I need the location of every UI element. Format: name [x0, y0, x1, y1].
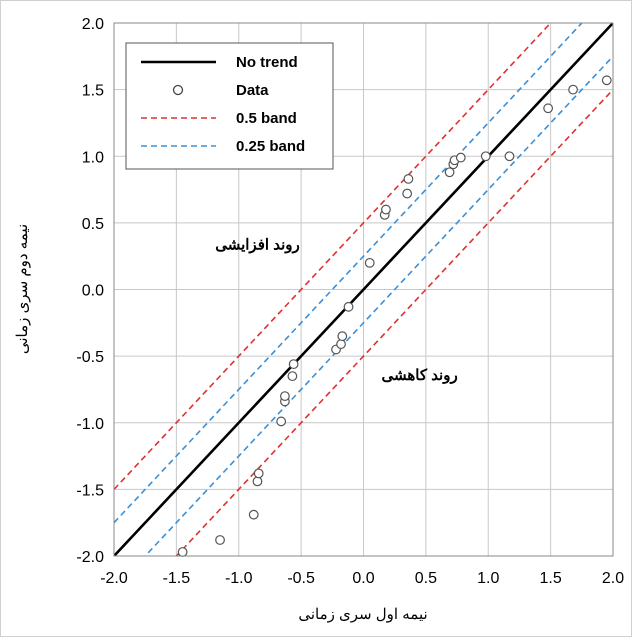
trend-annotation: روند افزایشی	[215, 237, 300, 254]
data-point	[288, 359, 299, 370]
data-point	[280, 391, 290, 402]
x-axis-title: نیمه اول سری زمانی	[298, 606, 427, 623]
x-tick-label: 0.5	[415, 570, 437, 587]
x-tick-label: 1.0	[477, 570, 499, 587]
legend-label: 0.5 band	[236, 110, 297, 127]
data-point	[248, 509, 259, 520]
data-points	[177, 75, 612, 557]
trend-annotation: روند کاهشی	[382, 367, 458, 384]
data-point	[215, 535, 225, 545]
data-point	[253, 468, 264, 479]
data-point	[252, 476, 263, 487]
y-tick-label: 0.5	[82, 216, 104, 233]
data-point	[444, 167, 455, 178]
data-point	[177, 547, 188, 557]
y-tick-label: 1.0	[82, 149, 104, 166]
data-point	[543, 103, 554, 114]
data-point	[402, 188, 413, 199]
y-axis-title: نیمه دوم سری زمانی	[14, 224, 31, 354]
y-tick-label: -0.5	[76, 349, 104, 366]
x-tick-label: 0.0	[352, 570, 374, 587]
band-0-25-line	[114, 23, 583, 524]
data-point	[276, 416, 287, 427]
data-point	[287, 371, 298, 382]
y-tick-label: 2.0	[82, 16, 104, 33]
data-point	[343, 301, 354, 312]
x-axis-ticks: -2.0 -1.5 -1.0 -0.5 0.0 0.5 1.0 1.5 2.0	[100, 570, 624, 587]
x-tick-label: -2.0	[100, 570, 128, 587]
y-tick-label: 0.0	[82, 283, 104, 300]
band-0-25-line	[144, 55, 613, 556]
no-trend-line	[114, 23, 613, 556]
y-axis-ticks: -2.0 -1.5 -1.0 -0.5 0.0 0.5 1.0 1.5 2.0	[76, 16, 104, 566]
y-tick-label: 1.5	[82, 83, 104, 100]
data-point	[455, 152, 466, 163]
data-point	[480, 151, 491, 162]
legend-box	[125, 42, 334, 170]
x-tick-label: -1.5	[163, 570, 191, 587]
data-point	[601, 75, 612, 86]
data-point	[381, 204, 391, 215]
legend-label: Data	[236, 82, 269, 99]
data-point	[504, 151, 515, 162]
x-tick-label: 1.5	[540, 570, 562, 587]
y-tick-label: -1.5	[76, 482, 104, 499]
plot-border	[113, 22, 614, 557]
legend: No trend Data 0.5 band 0.25 band	[125, 42, 334, 170]
x-tick-label: 2.0	[602, 570, 624, 587]
data-point	[364, 257, 375, 268]
data-point	[336, 339, 346, 350]
data-point	[403, 174, 414, 184]
data-point	[568, 84, 578, 95]
x-tick-label: -1.0	[225, 570, 253, 587]
legend-marker	[172, 84, 184, 96]
band-0-5-line	[175, 89, 613, 556]
y-tick-label: -1.0	[76, 416, 104, 433]
y-tick-label: -2.0	[76, 549, 104, 566]
legend-label: No trend	[236, 54, 298, 71]
annotations: روند افزایشی روند کاهشی	[215, 237, 458, 385]
legend-label: 0.25 band	[236, 138, 305, 155]
data-point	[337, 331, 348, 342]
band-0-5-line	[114, 23, 552, 490]
reference-lines	[114, 23, 613, 556]
x-tick-label: -0.5	[287, 570, 315, 587]
